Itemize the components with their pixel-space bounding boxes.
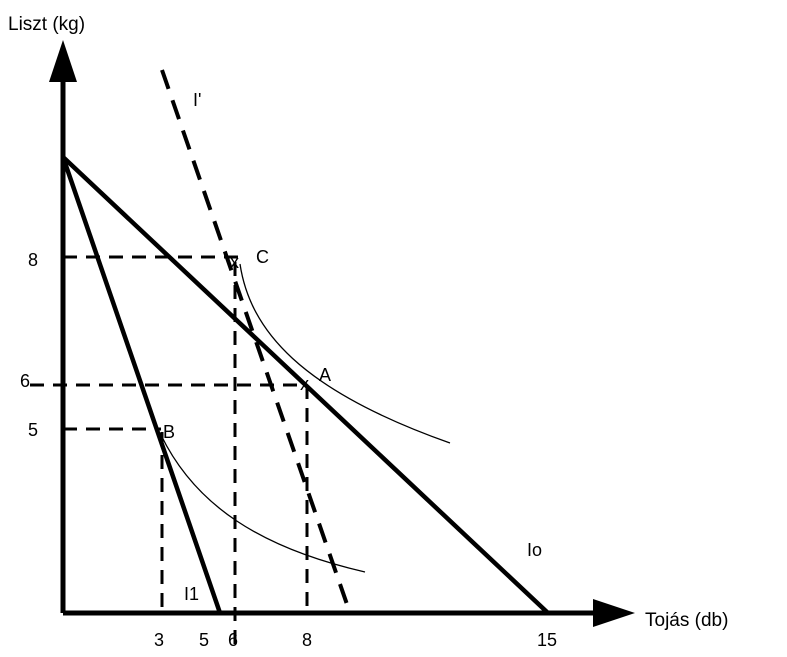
- y-tick-5: 5: [28, 420, 38, 440]
- indifference-curve-lower: [160, 434, 366, 573]
- indifference-curve-upper: [239, 263, 451, 444]
- x-tick-5: 5: [199, 630, 209, 650]
- point-a-marker: x: [300, 374, 309, 394]
- x-tick-3: 3: [154, 630, 164, 650]
- y-axis-arrowhead: [49, 40, 77, 82]
- point-c-label: C: [256, 247, 269, 267]
- point-c-marker: x: [230, 252, 239, 272]
- point-a-label: A: [319, 365, 331, 385]
- label-io: Io: [527, 540, 542, 560]
- x-tick-8: 8: [302, 630, 312, 650]
- x-tick-6: 6: [228, 630, 238, 650]
- label-i1: I1: [184, 584, 199, 604]
- y-axis-title: Liszt (kg): [8, 14, 85, 35]
- point-b-label: B: [163, 422, 175, 442]
- label-i-prime: I': [193, 90, 201, 110]
- x-axis-title: Tojás (db): [645, 610, 728, 631]
- x-tick-15: 15: [537, 630, 557, 650]
- y-tick-8: 8: [28, 250, 38, 270]
- y-tick-6: 6: [20, 371, 30, 391]
- x-axis-arrowhead: [593, 599, 635, 627]
- budget-line-i1: [60, 156, 223, 614]
